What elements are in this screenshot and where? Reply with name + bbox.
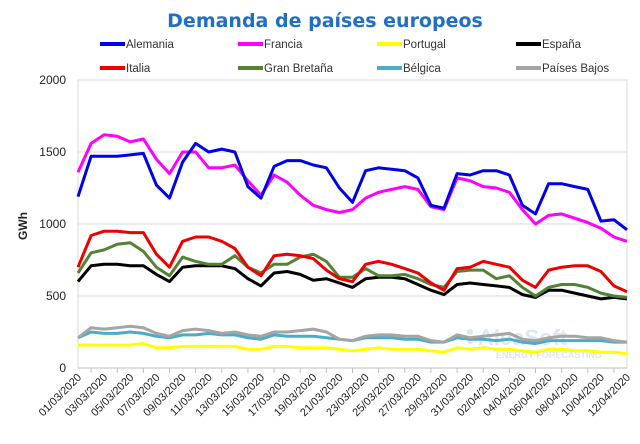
y-axis: 0 500 1000 1500 2000 — [39, 73, 66, 375]
legend-label: Portugal — [403, 39, 446, 51]
chart-title: Demanda de países europeos — [167, 10, 483, 32]
legend-label: Italia — [126, 63, 151, 75]
legend-label: España — [542, 39, 582, 51]
y-axis-label: GWh — [16, 212, 30, 240]
legend-label: Gran Bretaña — [264, 63, 334, 75]
legend-label: Bélgica — [403, 63, 441, 75]
svg-text:ENERGY FORECASTING: ENERGY FORECASTING — [496, 350, 602, 360]
series-line-portugal — [78, 342, 628, 356]
legend-label: Países Bajos — [542, 63, 609, 75]
series-line-gran-breta-a — [76, 241, 628, 299]
series-line-pa-ses-bajos — [77, 324, 628, 344]
y-tick-label: 0 — [59, 361, 66, 375]
legend-label: Alemania — [126, 39, 175, 51]
legend: Alemania Francia Portugal España Italia Gran … — [100, 39, 609, 75]
y-tick-label: 1500 — [39, 145, 66, 159]
y-tick-label: 1000 — [39, 217, 66, 231]
series-line-francia — [76, 133, 628, 243]
y-tick-label: 500 — [46, 289, 66, 303]
series-line-italia — [76, 229, 628, 294]
series-line-alemania — [76, 141, 628, 231]
series-lines — [76, 133, 628, 356]
x-axis: 01/03/202003/03/202005/03/202007/03/2020… — [37, 367, 633, 419]
y-tick-label: 2000 — [39, 73, 66, 87]
legend-label: Francia — [264, 39, 303, 51]
